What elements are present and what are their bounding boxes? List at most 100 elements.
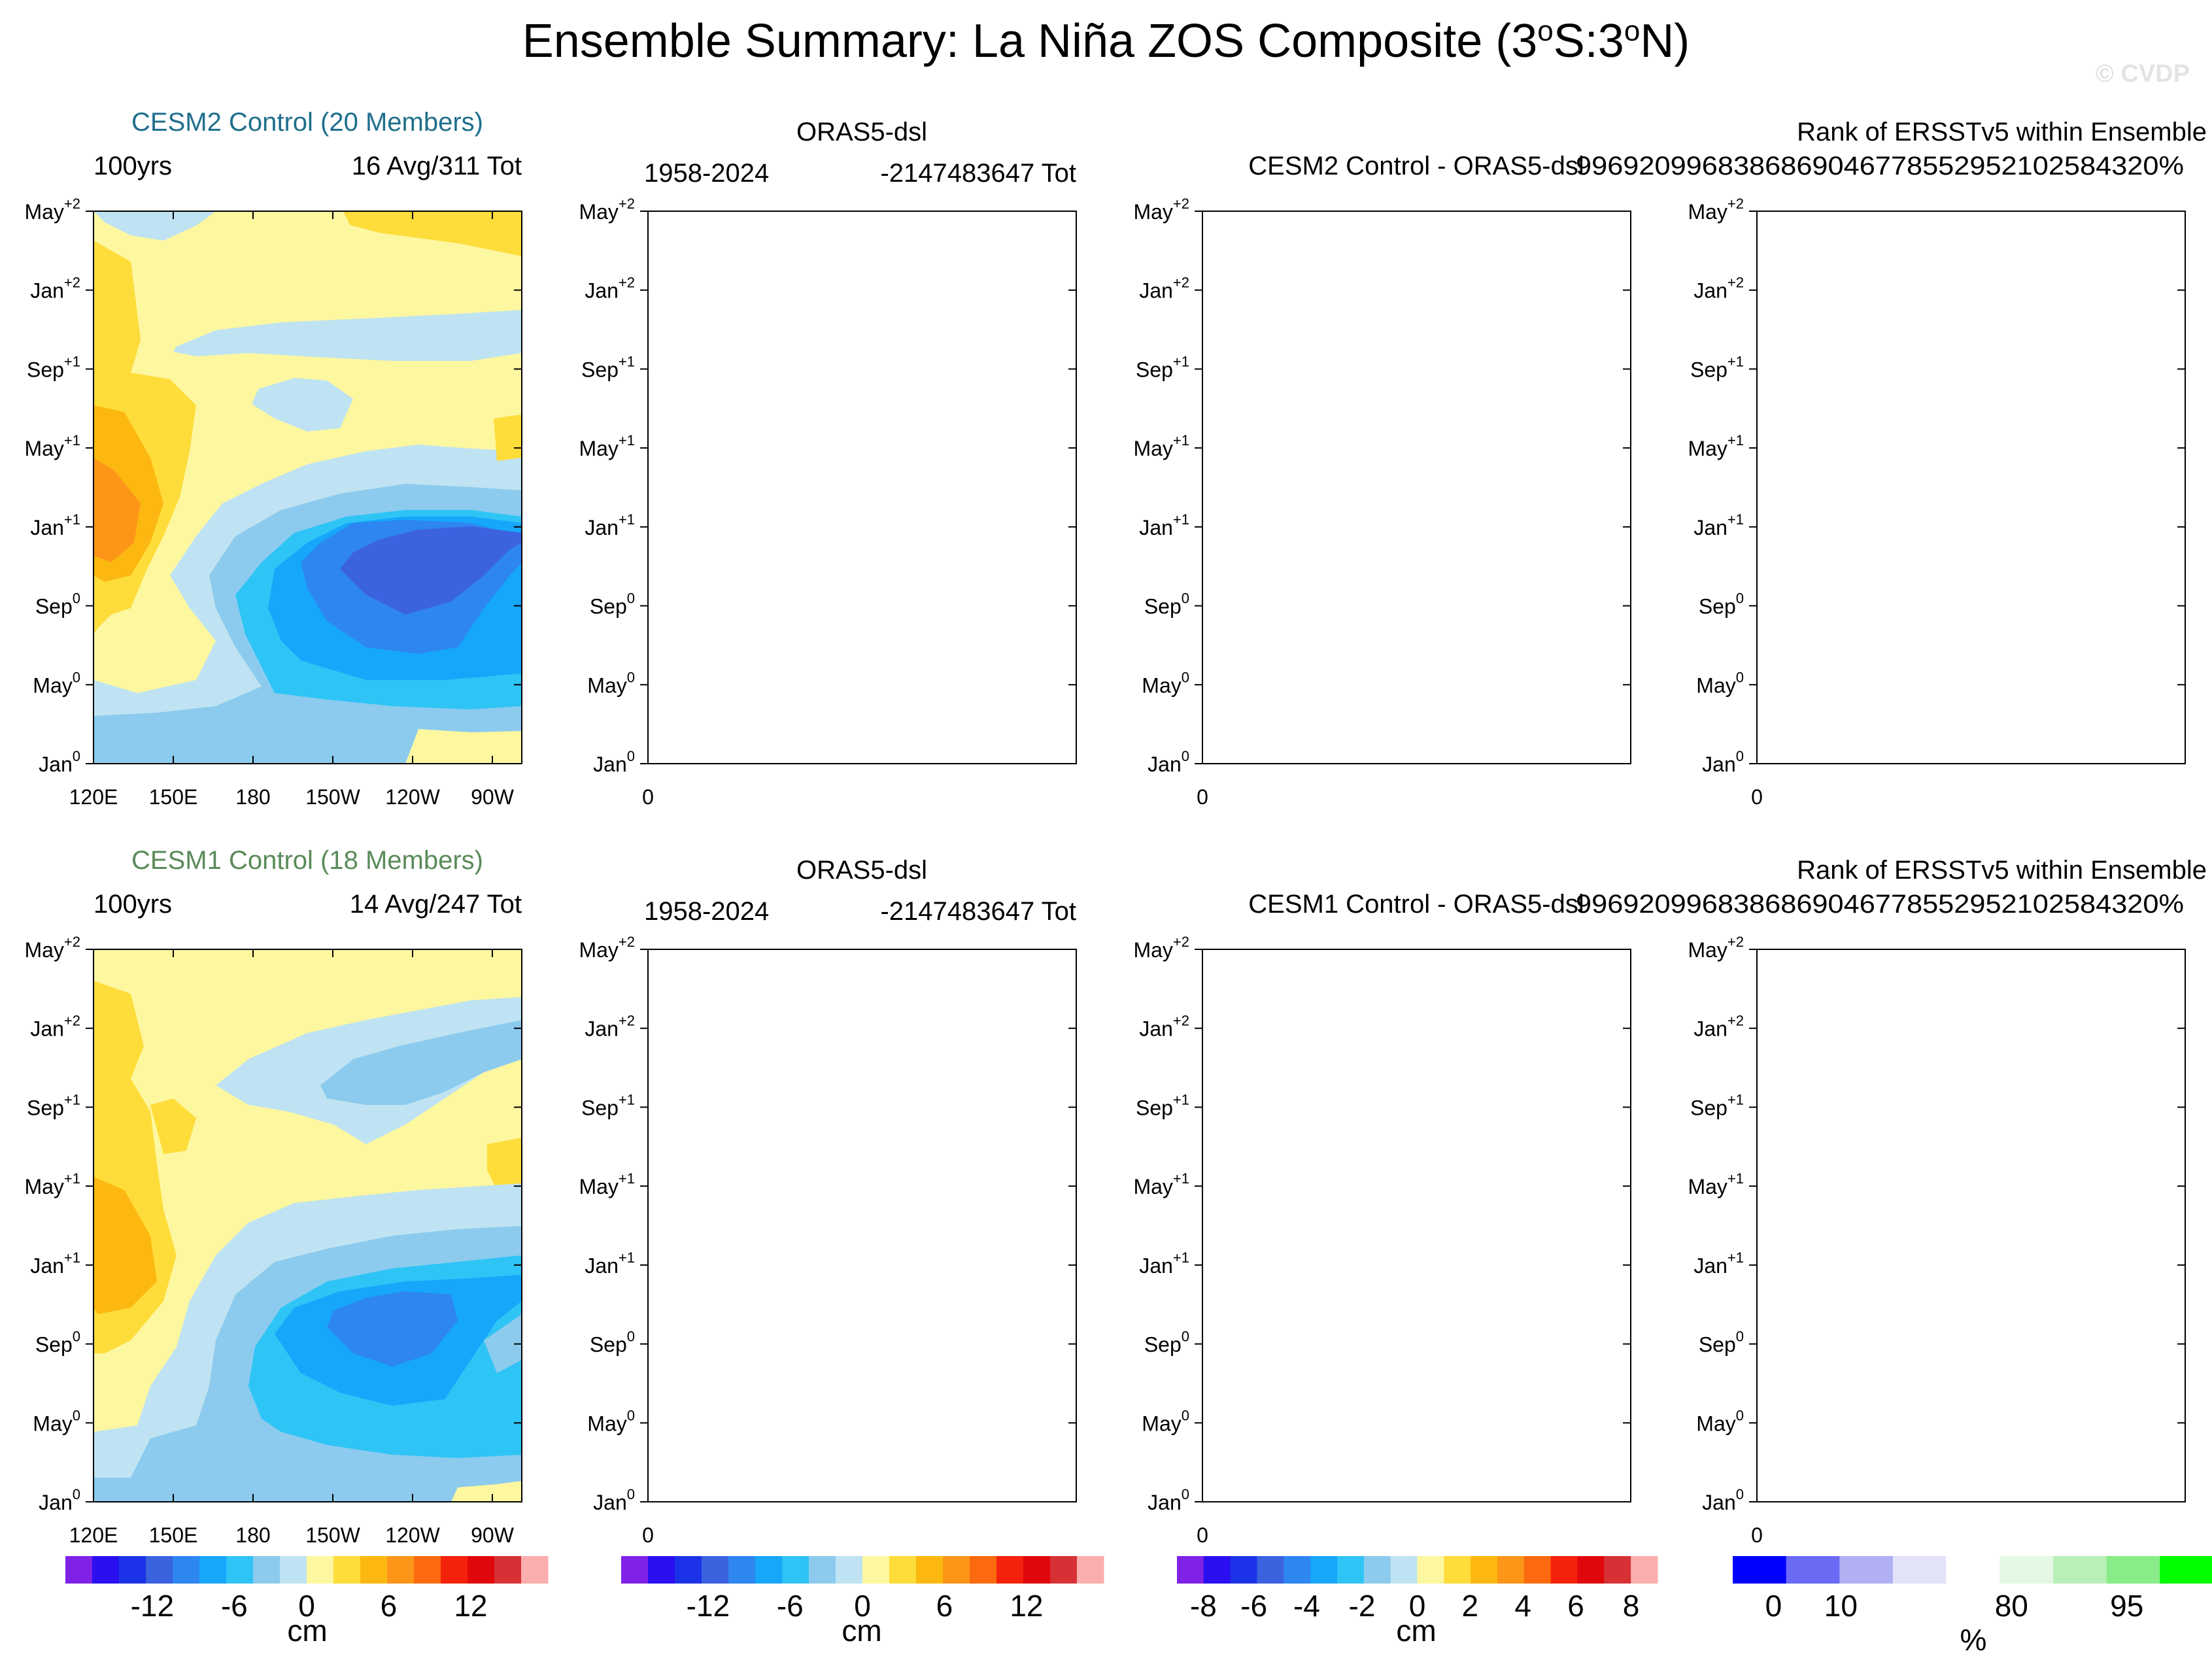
colorbar-label: 0: [1765, 1589, 1782, 1623]
contour-band-2to4: [494, 415, 522, 461]
diff-title: CESM1 Control - ORAS5-dsl: [1248, 890, 1584, 919]
colorbar-swatch: [1363, 1556, 1391, 1584]
colorbar-label: -6: [1240, 1589, 1267, 1623]
contour-band-neg4to-2: [320, 1020, 522, 1105]
colorbar-unit: cm: [1396, 1614, 1436, 1648]
rank-value: 99692099683868690467785529521025843​20%: [1576, 152, 2184, 180]
panel-r1-c1: May+2 Jan+2 Sep+1 May+1 Jan+1 Sep0 May0 Jan0 0: [579, 934, 1077, 1547]
colorbar-label: -12: [131, 1589, 174, 1623]
x-tick-label: 150E: [149, 1523, 198, 1547]
y-tick-label: May+1: [24, 432, 80, 460]
x-tick-label: 0: [1751, 785, 1763, 809]
x-tick-label: 150W: [305, 1523, 360, 1547]
colorbar-swatch: [360, 1556, 388, 1584]
y-tick-label: May+2: [24, 934, 80, 962]
colorbar-swatch: [1257, 1556, 1284, 1584]
contour-band-0to2: [451, 1481, 522, 1502]
model-period: 100yrs: [94, 890, 172, 919]
y-tick-label: Sep0: [1144, 590, 1189, 619]
page-title: Ensemble Summary: La Niña ZOS Composite …: [522, 15, 1690, 67]
contour-band-2to4: [150, 1098, 196, 1154]
colorbar-swatch: [1733, 1556, 1787, 1584]
colorbar-swatch: [1390, 1556, 1418, 1584]
colorbar-label: 95: [2110, 1589, 2143, 1623]
colorbar-swatch: [280, 1556, 307, 1584]
y-tick-label: Sep+1: [27, 353, 80, 381]
colorbar-swatch: [1786, 1556, 1840, 1584]
y-tick-label: Jan+1: [1693, 1249, 1744, 1278]
model-title: CESM2 Control (20 Members): [131, 108, 483, 137]
obs-title: ORAS5-dsl: [796, 856, 927, 885]
colorbar-0: -12 -6 0 6 12 cm: [65, 1556, 549, 1648]
panel-frames: May+2 Jan+2 Sep+1 May+1 Jan+1 Sep0 May0 Jan0 120…: [24, 195, 2186, 1547]
colorbar-label: 8: [1623, 1589, 1640, 1623]
x-tick-label: 120W: [385, 785, 440, 809]
contour-band-4to6: [94, 1177, 157, 1314]
colorbar-swatch: [702, 1556, 729, 1584]
contour-band-neg2to0: [94, 211, 216, 241]
colorbar-swatch: [1577, 1556, 1605, 1584]
y-tick-label: May0: [1696, 1407, 1744, 1435]
colorbar-label: 6: [381, 1589, 398, 1623]
y-tick-label: Jan0: [1702, 748, 1744, 776]
panel-r1-c3: May+2 Jan+2 Sep+1 May+1 Jan+1 Sep0 May0 Jan0 0: [1688, 934, 2186, 1547]
panel-r0-c1: May+2 Jan+2 Sep+1 May+1 Jan+1 Sep0 May0 Jan0 0: [579, 195, 1077, 809]
y-tick-label: Sep0: [1699, 1329, 1744, 1357]
cesm1-contour-field: [94, 949, 522, 1502]
colorbar-swatch: [862, 1556, 890, 1584]
colorbar-swatch: [441, 1556, 468, 1584]
y-tick-label: May+2: [1688, 934, 1744, 962]
colorbar-label: -4: [1293, 1589, 1320, 1623]
y-tick-label: Sep+1: [1690, 353, 1744, 381]
panel-r0-c2: May+2 Jan+2 Sep+1 May+1 Jan+1 Sep0 May0 Jan0 0: [1133, 195, 1631, 809]
colorbar-swatch: [119, 1556, 146, 1584]
colorbar-swatch: [675, 1556, 702, 1584]
y-tick-label: May+1: [1688, 432, 1744, 460]
colorbar-swatch: [648, 1556, 675, 1584]
y-tick-label: May+2: [579, 195, 635, 224]
colorbar-label: 6: [936, 1589, 953, 1623]
colorbar-swatch: [226, 1556, 254, 1584]
colorbar-swatch: [996, 1556, 1024, 1584]
colorbar-label: 0: [1409, 1589, 1426, 1623]
colorbar-unit: cm: [287, 1614, 327, 1648]
row-titles-1: CESM1 Control (18 Members) 100yrs 14 Avg/2…: [94, 846, 2207, 926]
colorbar-label: 12: [1010, 1589, 1043, 1623]
colorbar-swatch: [1497, 1556, 1525, 1584]
x-tick-label: 120W: [385, 1523, 440, 1547]
y-tick-label: May+1: [579, 1170, 635, 1198]
colorbar-swatch: [173, 1556, 200, 1584]
y-tick-label: Jan0: [1702, 1486, 1744, 1514]
y-tick-label: Jan0: [1148, 1486, 1189, 1514]
colorbar-swatch: [146, 1556, 173, 1584]
colorbar-swatch: [1604, 1556, 1631, 1584]
y-tick-label: May+2: [1133, 195, 1189, 224]
colorbar-label: 12: [454, 1589, 487, 1623]
model-count: 16 Avg/311 Tot: [352, 152, 522, 180]
cesm2-contour-field: [94, 211, 522, 764]
colorbar-swatch: [307, 1556, 334, 1584]
panel-frame: [93, 211, 522, 764]
rank-value: 99692099683868690467785529521025843​20%: [1576, 890, 2184, 919]
y-tick-label: Jan+1: [585, 511, 635, 539]
colorbar-swatch: [253, 1556, 281, 1584]
colorbar-swatch: [1203, 1556, 1231, 1584]
panel-frame: [1756, 211, 2186, 764]
y-tick-label: Jan+1: [585, 1249, 635, 1278]
y-tick-label: Jan0: [39, 748, 80, 776]
panel-r0-c3: May+2 Jan+2 Sep+1 May+1 Jan+1 Sep0 May0 Jan0 0: [1688, 195, 2186, 809]
y-tick-label: Sep0: [1699, 590, 1744, 619]
y-tick-label: Sep+1: [581, 1091, 635, 1119]
y-tick-label: Jan0: [593, 1486, 635, 1514]
x-tick-label: 0: [1751, 1523, 1763, 1547]
x-tick-label: 90W: [471, 1523, 515, 1547]
y-tick-label: Jan0: [39, 1486, 80, 1514]
y-tick-label: Jan0: [593, 748, 635, 776]
x-tick-label: 0: [642, 1523, 654, 1547]
obs-period: 1958-2024: [644, 897, 769, 926]
colorbar-swatch: [1177, 1556, 1204, 1584]
colorbar-swatch: [1893, 1556, 1947, 1584]
colorbar-swatch: [333, 1556, 361, 1584]
